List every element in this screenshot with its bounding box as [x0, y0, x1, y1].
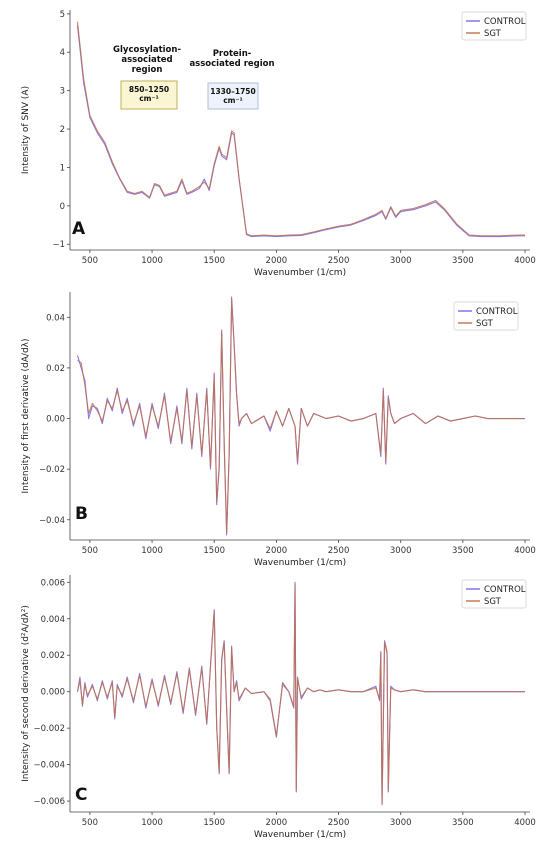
legend-label-sgt: SGT	[476, 319, 494, 329]
region-range-box	[120, 80, 178, 110]
panel-b: 500 1000 1500 2000 2500 3000 3500 4000 −0.04 −0.0…	[21, 292, 536, 568]
y-tick-label: 0.02	[46, 364, 65, 374]
x-axis-label: Wavenumber (1/cm)	[254, 268, 346, 278]
series-line-sgt	[77, 299, 526, 533]
y-tick-label: −0.04	[39, 516, 65, 526]
y-tick-label: −0.006	[34, 797, 65, 807]
y-tick-label: 0.000	[41, 688, 65, 698]
region-range-text: cm⁻¹	[223, 96, 243, 105]
x-tick-label: 3500	[452, 818, 474, 828]
y-tick-label: 0.006	[41, 578, 65, 588]
legend-label-sgt: SGT	[484, 29, 502, 39]
y-tick-label: 0.00	[46, 415, 65, 425]
y-tick-label: −0.004	[34, 761, 65, 771]
x-tick-label: 1500	[203, 818, 225, 828]
y-tick-label: 0	[60, 202, 65, 212]
series-line-control	[76, 581, 526, 806]
region-title-line: Protein-	[213, 49, 252, 59]
region-range-text: 1330–1750	[210, 87, 256, 96]
legend: CONTROL SGT	[461, 579, 527, 609]
y-tick-label: 1	[60, 163, 65, 173]
x-tick-label: 4000	[514, 256, 536, 266]
x-tick-label: 2000	[266, 546, 288, 556]
y-tick-label: 5	[60, 10, 65, 20]
x-tick-label: 1500	[203, 546, 225, 556]
region-range-text: cm⁻¹	[139, 94, 159, 103]
x-tick-label: 2500	[328, 546, 350, 556]
x-tick-label: 1500	[203, 256, 225, 266]
y-tick-label: 4	[60, 48, 65, 58]
y-tick-label: −1	[52, 240, 65, 250]
x-tick-label: 4000	[514, 546, 536, 556]
x-tick-label: 2500	[328, 818, 350, 828]
y-tick-label: 0.002	[41, 651, 65, 661]
legend-label-sgt: SGT	[484, 597, 502, 607]
region-range-box	[207, 82, 259, 110]
x-tick-label: 3000	[390, 256, 412, 266]
x-tick-label: 3500	[452, 256, 474, 266]
legend-label-control: CONTROL	[476, 307, 518, 317]
region-title-line: Glycosylation-	[113, 45, 181, 55]
x-tick-label: 3500	[452, 546, 474, 556]
x-tick-label: 4000	[514, 818, 536, 828]
legend-label-control: CONTROL	[484, 585, 526, 595]
x-tick-label: 1000	[141, 818, 163, 828]
y-tick-label: −0.002	[34, 724, 65, 734]
legend: CONTROL SGT	[461, 11, 527, 41]
x-tick-label: 2000	[266, 256, 288, 266]
region-title-line: region	[132, 65, 163, 75]
x-tick-label: 2500	[328, 256, 350, 266]
x-axis-label: Wavenumber (1/cm)	[254, 830, 346, 840]
x-tick-label: 3000	[390, 546, 412, 556]
y-tick-label: 2	[60, 125, 65, 135]
x-tick-label: 500	[82, 256, 98, 266]
panel-c: 500 1000 1500 2000 2500 3000 3500 4000 −0.006 −0.…	[21, 575, 536, 840]
x-tick-label: 2000	[266, 818, 288, 828]
y-axis-label: Intensity of second derivative (d²A/dλ²)	[21, 605, 31, 782]
x-tick-label: 500	[82, 546, 98, 556]
x-tick-label: 3000	[390, 818, 412, 828]
panel-letter-c: C	[75, 785, 87, 805]
region-title-line: associated	[121, 55, 172, 65]
x-tick-label: 1000	[141, 256, 163, 266]
x-tick-label: 1000	[141, 546, 163, 556]
y-tick-label: 3	[60, 87, 65, 97]
y-axis-label: Intensity of SNV (A)	[21, 86, 31, 174]
legend-label-control: CONTROL	[484, 17, 526, 27]
x-tick-label: 500	[82, 818, 98, 828]
series-line-sgt	[76, 583, 526, 804]
y-tick-label: 0.004	[41, 615, 65, 625]
panel-letter-a: A	[72, 219, 86, 239]
legend: CONTROL SGT	[453, 301, 519, 331]
y-tick-label: 0.04	[46, 313, 65, 323]
y-axis-label: Intensity of first derivative (dA/dλ)	[21, 338, 31, 493]
panel-a: 500 1000 1500 2000 2500 3000 3500 4000 −1 0 1 2 3 4 5 W…	[21, 10, 536, 278]
panel-letter-b: B	[75, 504, 88, 524]
y-tick-label: −0.02	[39, 465, 65, 475]
x-axis-label: Wavenumber (1/cm)	[254, 558, 346, 568]
series-line-sgt	[76, 21, 526, 237]
region-title-line: associated region	[189, 59, 274, 69]
region-range-text: 850–1250	[129, 85, 169, 94]
